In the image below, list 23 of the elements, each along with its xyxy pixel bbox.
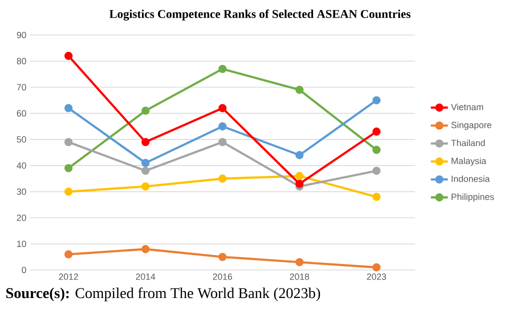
y-tick-label: 50 bbox=[16, 136, 26, 143]
text: Source(s): Compiled from The World Bank (2023b) bbox=[6, 288, 320, 302]
y-tick-label: 60 bbox=[16, 110, 26, 117]
x-tick-label: 2012 bbox=[58, 274, 78, 280]
x-tick-label: 2016 bbox=[212, 274, 232, 280]
y-tick-label: 40 bbox=[16, 162, 26, 169]
y-tick-label: 0 bbox=[22, 266, 26, 274]
y-tick-label: 80 bbox=[16, 58, 26, 64]
legend-label: Indonesia bbox=[452, 175, 490, 182]
x-tick-label: 2023 bbox=[366, 274, 386, 280]
legend-label: Singapore bbox=[451, 122, 492, 130]
x-tick-label: 2018 bbox=[290, 274, 310, 280]
legend-label: Thailand bbox=[451, 140, 485, 146]
y-tick-label: 10 bbox=[17, 240, 26, 248]
y-tick-label: 30 bbox=[16, 188, 26, 195]
x-tick-label: 2014 bbox=[136, 274, 156, 280]
chart-title: Logistics Competence Ranks of Selected ASEAN Countries bbox=[109, 10, 410, 21]
legend-label: Malaysia bbox=[452, 157, 486, 166]
y-tick-label: 90 bbox=[16, 32, 26, 38]
legend-label: Philippines bbox=[452, 193, 494, 202]
y-tick-label: 70 bbox=[16, 84, 26, 90]
legend-label: Vietnam bbox=[450, 104, 484, 110]
y-tick-label: 20 bbox=[16, 214, 26, 221]
